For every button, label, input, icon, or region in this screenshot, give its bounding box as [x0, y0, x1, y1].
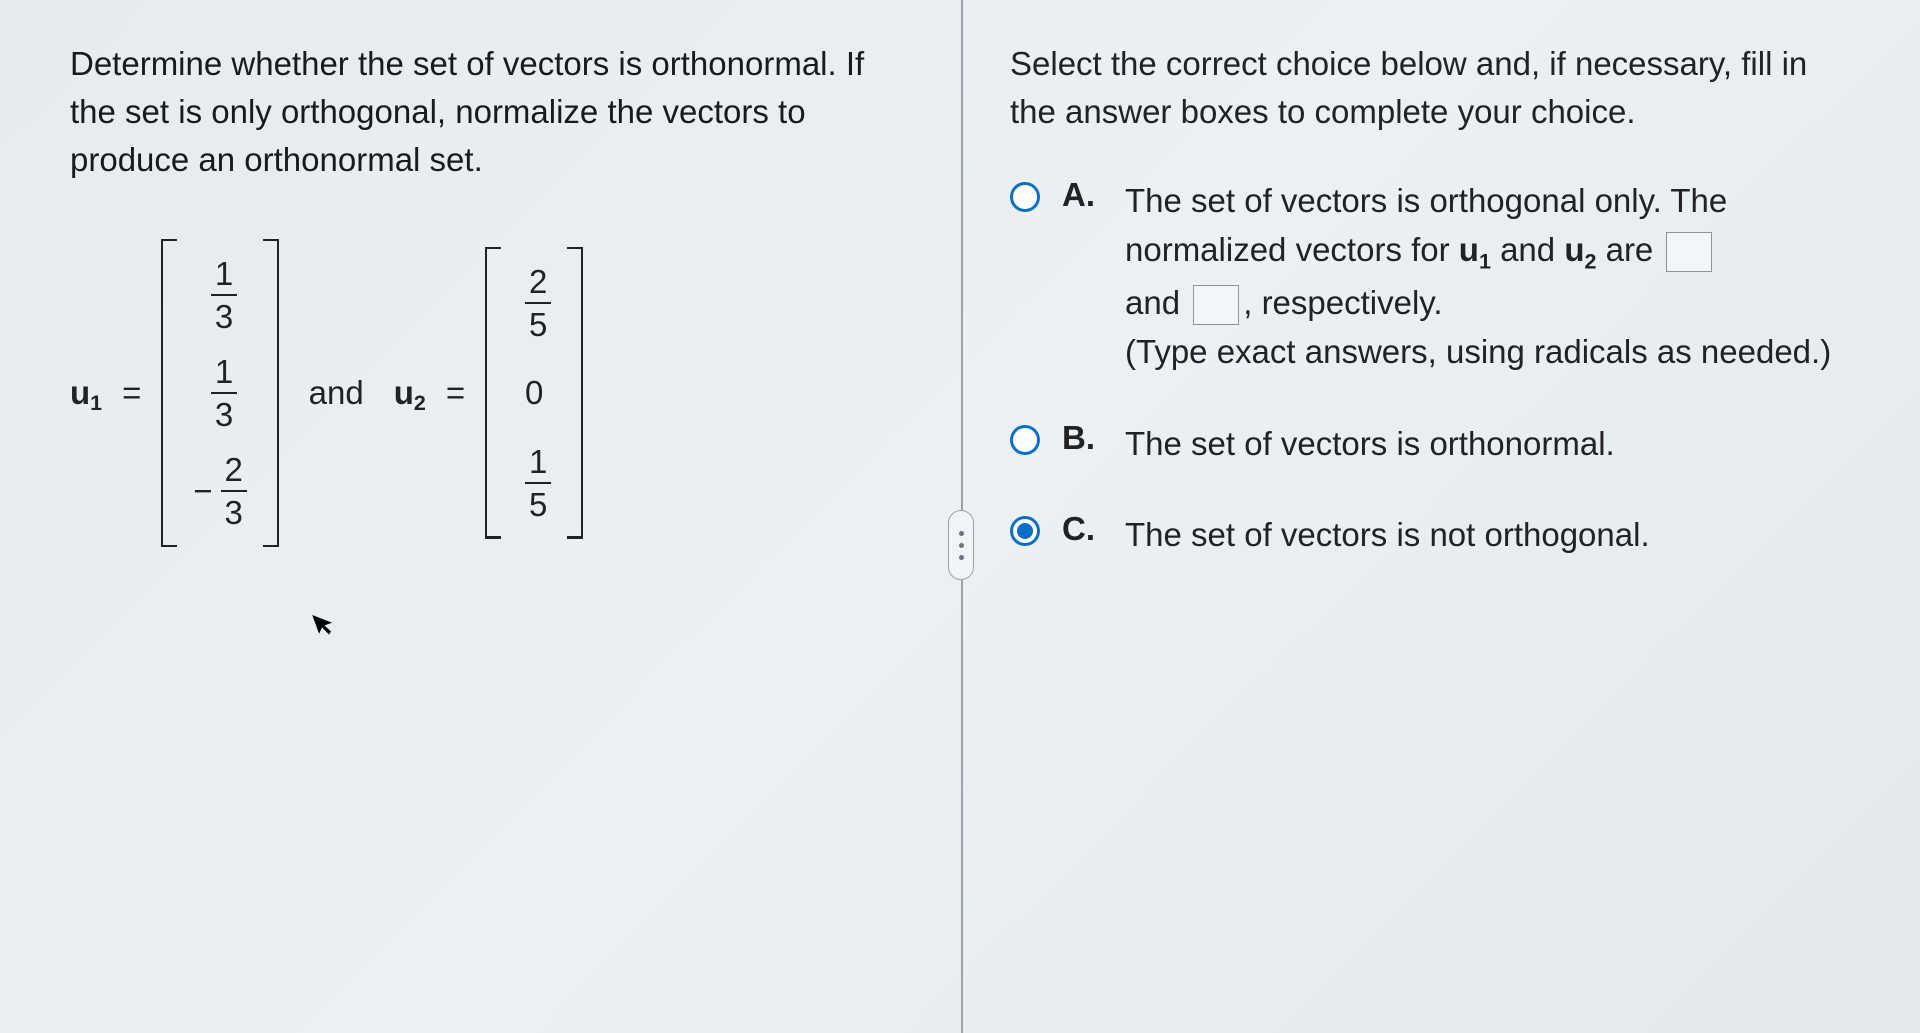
- choices-list: A. The set of vectors is orthogonal only…: [1010, 176, 1850, 560]
- mouse-cursor-icon: [310, 606, 343, 646]
- left-bracket: [161, 239, 179, 548]
- choice-body-c: The set of vectors is not orthogonal.: [1125, 510, 1650, 560]
- u1-entry-2: − 2 3: [193, 453, 246, 529]
- page-root: Determine whether the set of vectors is …: [0, 0, 1920, 1033]
- choice-body-b: The set of vectors is orthonormal.: [1125, 419, 1615, 469]
- choice-letter-a: A.: [1062, 176, 1095, 214]
- u2-inline: u2: [1564, 231, 1596, 268]
- equals-sign-2: =: [446, 374, 465, 412]
- u1-entry-1: 1 3: [203, 355, 237, 431]
- choice-c[interactable]: C. The set of vectors is not orthogonal.: [1010, 510, 1850, 560]
- equals-sign: =: [122, 374, 141, 412]
- u1-entries: 1 3 1 3 −: [179, 239, 260, 548]
- right-bracket-2: [565, 247, 583, 539]
- u2-label: u2: [394, 374, 426, 412]
- choice-letter-c: C.: [1062, 510, 1095, 548]
- u1-vector: 1 3 1 3 −: [161, 239, 278, 548]
- answer-panel: Select the correct choice below and, if …: [960, 0, 1920, 1033]
- answer-box-1[interactable]: [1666, 232, 1712, 272]
- radio-c[interactable]: [1010, 516, 1040, 546]
- radio-b[interactable]: [1010, 425, 1040, 455]
- u2-vector: 2 5 0 1 5: [485, 247, 583, 539]
- and-word: and: [309, 374, 364, 412]
- choice-a-hint: (Type exact answers, using radicals as n…: [1125, 327, 1850, 377]
- instruction-text: Select the correct choice below and, if …: [1010, 40, 1850, 136]
- choice-b[interactable]: B. The set of vectors is orthonormal.: [1010, 419, 1850, 469]
- vector-definitions: u1 = 1 3: [70, 239, 900, 548]
- radio-a[interactable]: [1010, 182, 1040, 212]
- answer-box-2[interactable]: [1193, 285, 1239, 325]
- u1-entry-0: 1 3: [203, 257, 237, 333]
- u2-entry-2: 1 5: [517, 445, 551, 521]
- question-prompt: Determine whether the set of vectors is …: [70, 40, 900, 184]
- left-bracket-2: [485, 247, 503, 539]
- choice-body-a: The set of vectors is orthogonal only. T…: [1125, 176, 1850, 377]
- u1-inline: u1: [1459, 231, 1491, 268]
- choice-a[interactable]: A. The set of vectors is orthogonal only…: [1010, 176, 1850, 377]
- right-bracket: [261, 239, 279, 548]
- u2-entries: 2 5 0 1 5: [503, 247, 565, 539]
- u2-entry-1: 0: [525, 363, 543, 422]
- question-panel: Determine whether the set of vectors is …: [0, 0, 960, 1033]
- u2-entry-0: 2 5: [517, 265, 551, 341]
- choice-letter-b: B.: [1062, 419, 1095, 457]
- u1-label: u1: [70, 374, 102, 412]
